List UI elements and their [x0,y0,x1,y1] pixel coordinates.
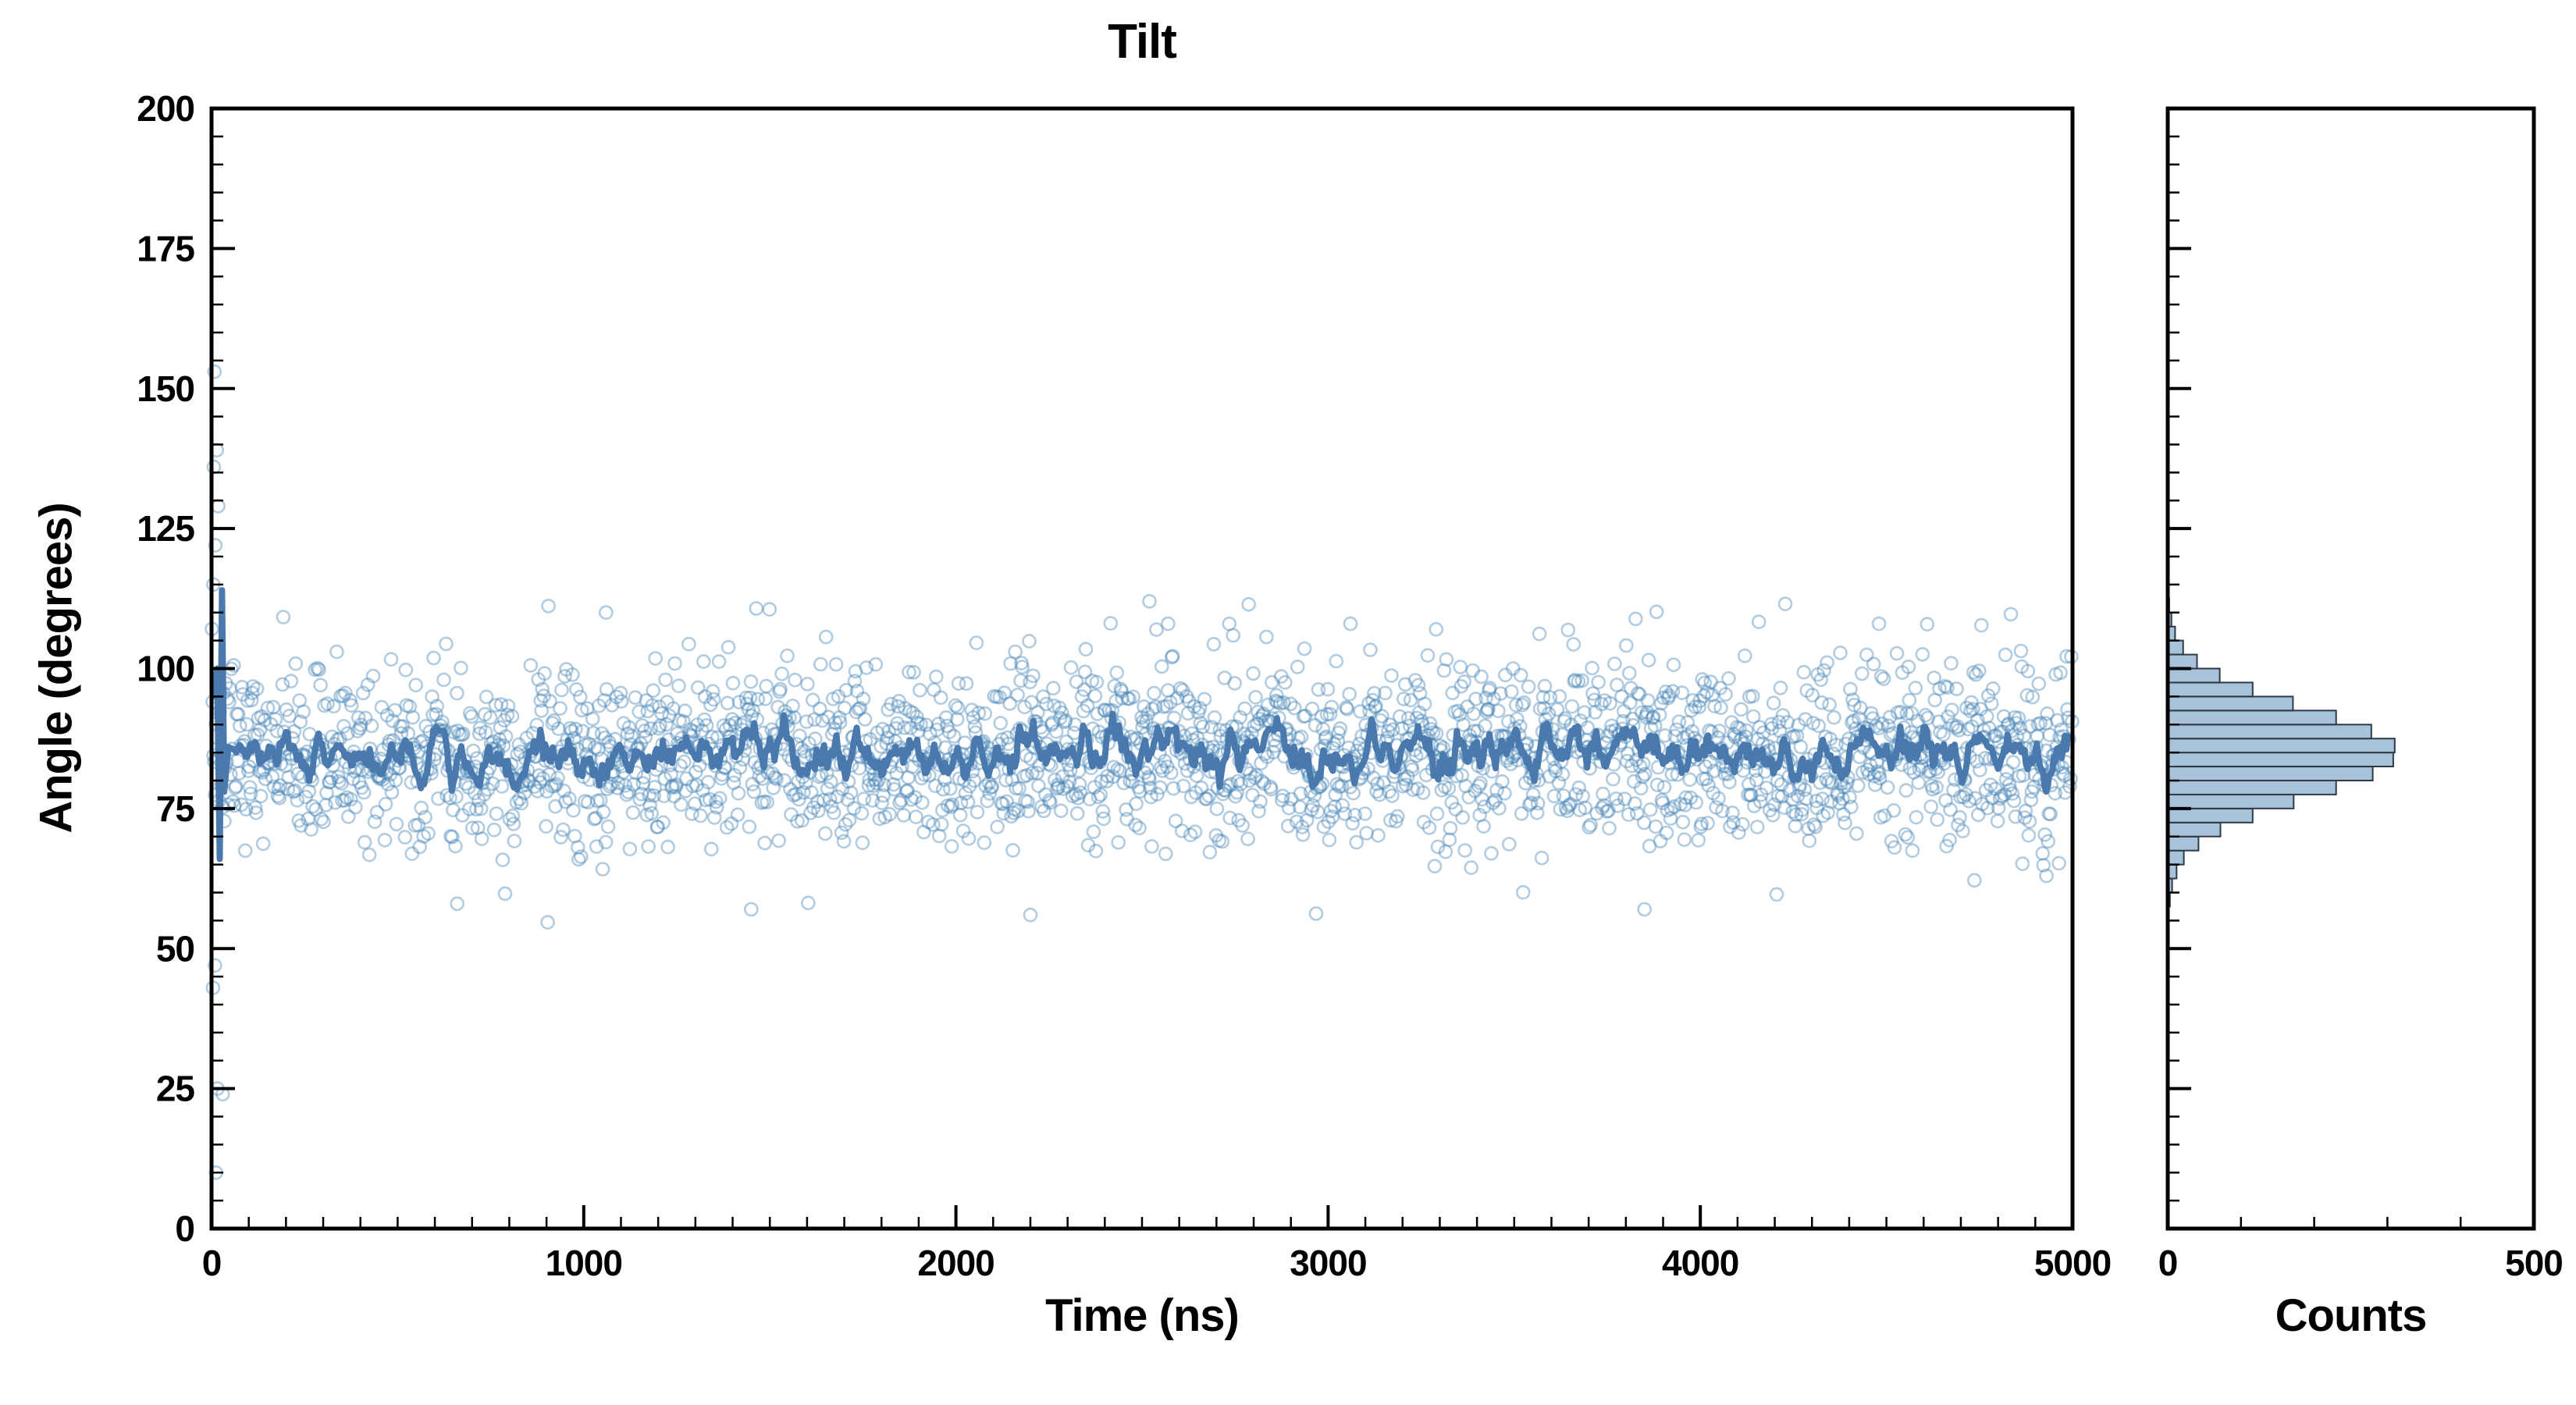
svg-text:500: 500 [2505,1243,2563,1283]
svg-text:125: 125 [137,508,194,549]
svg-text:25: 25 [156,1069,195,1109]
svg-text:0: 0 [175,1208,194,1249]
svg-text:75: 75 [156,788,195,829]
svg-text:0: 0 [2158,1243,2178,1283]
svg-text:150: 150 [137,368,194,409]
svg-text:4000: 4000 [1662,1243,1738,1283]
svg-text:200: 200 [137,88,194,129]
svg-text:0: 0 [202,1243,222,1283]
svg-text:3000: 3000 [1290,1243,1366,1283]
svg-text:50: 50 [156,928,194,969]
svg-text:175: 175 [137,228,194,269]
svg-text:100: 100 [137,649,194,689]
hist-x-axis-label: Counts [2275,1290,2428,1341]
chart-title: Tilt [1108,15,1177,69]
x-axis-label: Time (ns) [1045,1290,1240,1341]
svg-text:1000: 1000 [546,1243,622,1283]
svg-text:2000: 2000 [917,1243,994,1283]
y-axis-label: Angle (degrees) [30,503,82,834]
svg-text:5000: 5000 [2034,1243,2111,1283]
